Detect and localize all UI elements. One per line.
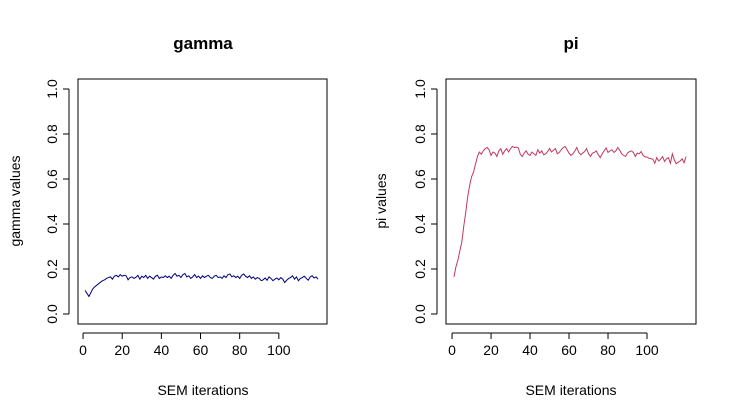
- pi-series-line: [453, 145, 687, 277]
- gamma-y-tick-label: 0.6: [44, 169, 60, 189]
- pi-y-tick-label: 0.2: [412, 259, 428, 279]
- gamma-y-tick-label: 0.2: [44, 259, 60, 279]
- pi-y-axis: 0.0 0.2 0.4 0.6 0.8 1.0: [412, 79, 438, 324]
- gamma-series-line: [84, 272, 319, 298]
- pi-x-tick-label: 60: [561, 342, 577, 358]
- gamma-y-axis: 0.0 0.2 0.4 0.6 0.8 1.0: [44, 79, 70, 324]
- gamma-x-tick-label: 20: [114, 342, 130, 358]
- gamma-x-tick-label: 60: [193, 342, 209, 358]
- pi-x-tick-label: 40: [522, 342, 538, 358]
- gamma-x-axis-label: SEM iterations: [157, 382, 248, 398]
- gamma-title: gamma: [173, 34, 233, 53]
- gamma-y-tick-label: 0.0: [44, 304, 60, 324]
- gamma-x-axis: 0 20 40 60 80 100: [79, 332, 291, 358]
- pi-y-axis-label: pi values: [373, 173, 389, 228]
- pi-y-tick-label: 0.6: [412, 169, 428, 189]
- gamma-y-tick-label: 0.8: [44, 124, 60, 144]
- pi-x-axis: 0 20 40 60 80 100: [448, 332, 659, 358]
- pi-y-tick-label: 0.8: [412, 124, 428, 144]
- gamma-y-axis-label: gamma values: [7, 155, 23, 246]
- gamma-x-tick-label: 80: [232, 342, 248, 358]
- pi-y-tick-label: 0.4: [412, 214, 428, 234]
- gamma-y-tick-label: 1.0: [44, 79, 60, 99]
- pi-x-tick-label: 80: [600, 342, 616, 358]
- pi-y-tick-label: 0.0: [412, 304, 428, 324]
- gamma-plot-frame: [77, 78, 328, 325]
- gamma-x-tick-label: 100: [267, 342, 291, 358]
- pi-x-tick-label: 0: [448, 342, 456, 358]
- gamma-panel: gamma 0 20 40 60 80 100 0.0 0.2 0.4 0.6 0.8 1.0 SE…: [7, 34, 328, 398]
- pi-panel: pi 0 20 40 60 80 100 0.0 0.2 0.4 0.6 0.8 1.0 SEM i…: [373, 34, 697, 398]
- pi-title: pi: [563, 34, 578, 53]
- pi-y-tick-label: 1.0: [412, 79, 428, 99]
- pi-x-tick-label: 100: [635, 342, 659, 358]
- gamma-x-tick-label: 0: [79, 342, 87, 358]
- gamma-y-tick-label: 0.4: [44, 214, 60, 234]
- pi-plot-frame: [445, 78, 697, 325]
- pi-x-tick-label: 20: [483, 342, 499, 358]
- gamma-x-tick-label: 40: [154, 342, 170, 358]
- pi-x-axis-label: SEM iterations: [525, 382, 616, 398]
